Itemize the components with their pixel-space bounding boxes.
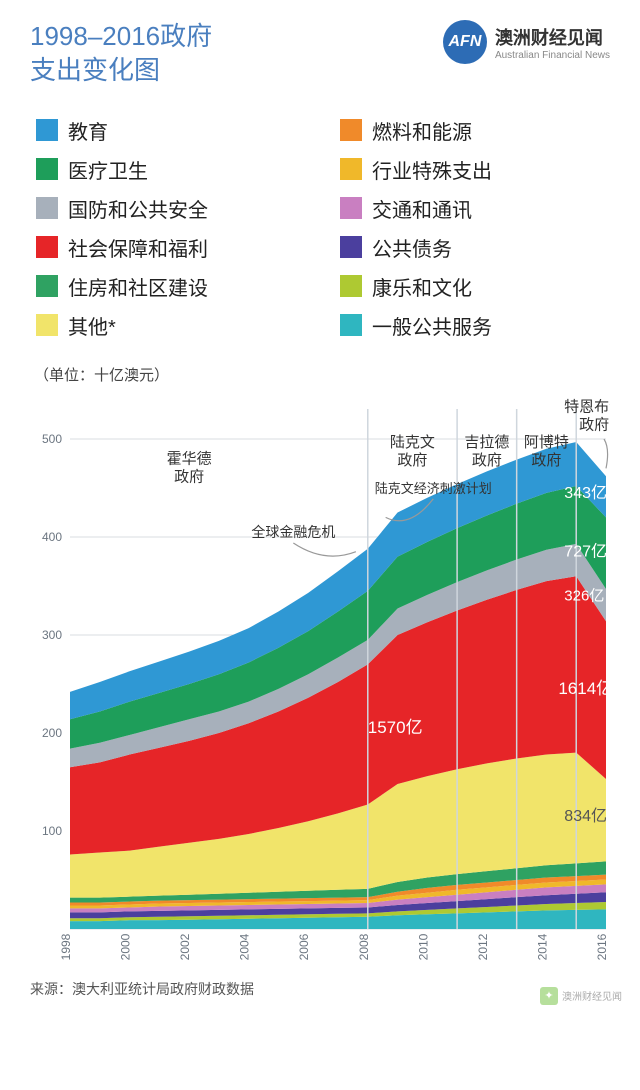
gov-label: 政府	[174, 468, 204, 485]
chart-wrap: 100 200 300 400 500 1998 2000 2002 2004 2006 2008 2…	[30, 389, 610, 969]
legend-label: 住房和社区建设	[68, 272, 208, 301]
logo-text: 澳洲财经见闻 Australian Financial News	[495, 24, 610, 61]
legend: 教育医疗卫生国防和公共安全社会保障和福利住房和社区建设其他* 燃料和能源行业特殊…	[30, 116, 610, 340]
legend-label: 康乐和文化	[372, 272, 472, 301]
legend-item: 康乐和文化	[340, 272, 604, 301]
gov-label: 吉拉德	[464, 432, 509, 450]
legend-item: 一般公共服务	[340, 311, 604, 340]
gov-label: 政府	[397, 451, 427, 468]
brand-logo: AFN 澳洲财经见闻 Australian Financial News	[443, 20, 610, 64]
logo-badge-icon: AFN	[443, 20, 487, 64]
legend-label: 国防和公共安全	[68, 194, 208, 223]
svg-text:2006: 2006	[297, 933, 311, 960]
svg-text:500: 500	[42, 432, 62, 446]
svg-text:300: 300	[42, 628, 62, 642]
logo-en: Australian Financial News	[495, 50, 610, 61]
gov-label: 陆克文	[390, 433, 435, 450]
svg-text:2008: 2008	[357, 933, 371, 960]
legend-column-right: 燃料和能源行业特殊支出交通和通讯公共债务康乐和文化一般公共服务	[340, 116, 604, 340]
title-line-2: 支出变化图	[30, 54, 212, 88]
legend-label: 交通和通讯	[372, 194, 472, 223]
gov-label: 政府	[472, 451, 502, 468]
legend-item: 教育	[36, 116, 300, 145]
watermark: ✦ 澳洲财经见闻	[540, 987, 622, 1005]
legend-label: 一般公共服务	[372, 311, 492, 340]
legend-item: 住房和社区建设	[36, 272, 300, 301]
legend-swatch	[340, 275, 362, 297]
legend-item: 医疗卫生	[36, 155, 300, 184]
legend-swatch	[340, 119, 362, 141]
title-line-1: 1998–2016政府	[30, 20, 212, 54]
legend-item: 行业特殊支出	[340, 155, 604, 184]
svg-text:2012: 2012	[476, 933, 490, 960]
svg-text:400: 400	[42, 530, 62, 544]
legend-swatch	[340, 197, 362, 219]
svg-text:200: 200	[42, 726, 62, 740]
header: 1998–2016政府 支出变化图 AFN 澳洲财经见闻 Australian …	[30, 20, 610, 88]
legend-item: 其他*	[36, 311, 300, 340]
legend-label: 公共债务	[372, 233, 452, 262]
gov-label: 政府	[531, 451, 561, 468]
legend-swatch	[36, 236, 58, 258]
value-label: 834亿	[564, 807, 607, 825]
annotation: 陆克文经济刺激计划	[375, 480, 492, 495]
svg-text:2016: 2016	[595, 933, 609, 960]
wechat-icon: ✦	[540, 987, 558, 1005]
legend-item: 国防和公共安全	[36, 194, 300, 223]
value-label: 1570亿	[368, 718, 423, 737]
legend-label: 其他*	[68, 311, 116, 340]
gov-label: 特恩布尔	[564, 398, 610, 415]
legend-column-left: 教育医疗卫生国防和公共安全社会保障和福利住房和社区建设其他*	[36, 116, 300, 340]
logo-cn: 澳洲财经见闻	[495, 24, 610, 50]
gov-label: 政府	[579, 416, 609, 433]
unit-label: （单位：十亿澳元）	[34, 364, 610, 385]
legend-swatch	[36, 158, 58, 180]
value-label: 343亿	[564, 483, 607, 501]
value-label: 727亿	[564, 542, 607, 560]
watermark-text: 澳洲财经见闻	[562, 988, 622, 1003]
svg-text:1998: 1998	[59, 933, 73, 960]
legend-swatch	[340, 314, 362, 336]
legend-item: 燃料和能源	[340, 116, 604, 145]
legend-item: 公共债务	[340, 233, 604, 262]
infographic-container: 1998–2016政府 支出变化图 AFN 澳洲财经见闻 Australian …	[0, 0, 640, 1011]
page-title: 1998–2016政府 支出变化图	[30, 20, 212, 88]
legend-label: 行业特殊支出	[372, 155, 492, 184]
svg-text:2000: 2000	[119, 933, 133, 960]
legend-item: 交通和通讯	[340, 194, 604, 223]
legend-swatch	[36, 119, 58, 141]
value-label: 1614亿	[558, 678, 610, 697]
svg-text:2002: 2002	[178, 933, 192, 960]
legend-swatch	[340, 158, 362, 180]
svg-text:2010: 2010	[416, 933, 430, 960]
legend-label: 医疗卫生	[68, 155, 148, 184]
value-label: 326亿	[564, 587, 604, 604]
legend-swatch	[36, 275, 58, 297]
legend-label: 燃料和能源	[372, 116, 472, 145]
legend-label: 教育	[68, 116, 108, 145]
legend-swatch	[36, 314, 58, 336]
svg-text:2004: 2004	[238, 933, 252, 960]
svg-text:100: 100	[42, 824, 62, 838]
source-text: 来源：澳大利亚统计局政府财政数据	[30, 979, 610, 999]
legend-item: 社会保障和福利	[36, 233, 300, 262]
annotation: 全球金融危机	[251, 524, 335, 540]
legend-swatch	[340, 236, 362, 258]
gov-label: 阿博特	[524, 433, 569, 450]
legend-swatch	[36, 197, 58, 219]
gov-label: 霍华德	[167, 449, 212, 467]
stacked-area-chart: 100 200 300 400 500 1998 2000 2002 2004 2006 2008 2…	[30, 389, 610, 969]
svg-text:2014: 2014	[535, 933, 549, 960]
legend-label: 社会保障和福利	[68, 233, 208, 262]
